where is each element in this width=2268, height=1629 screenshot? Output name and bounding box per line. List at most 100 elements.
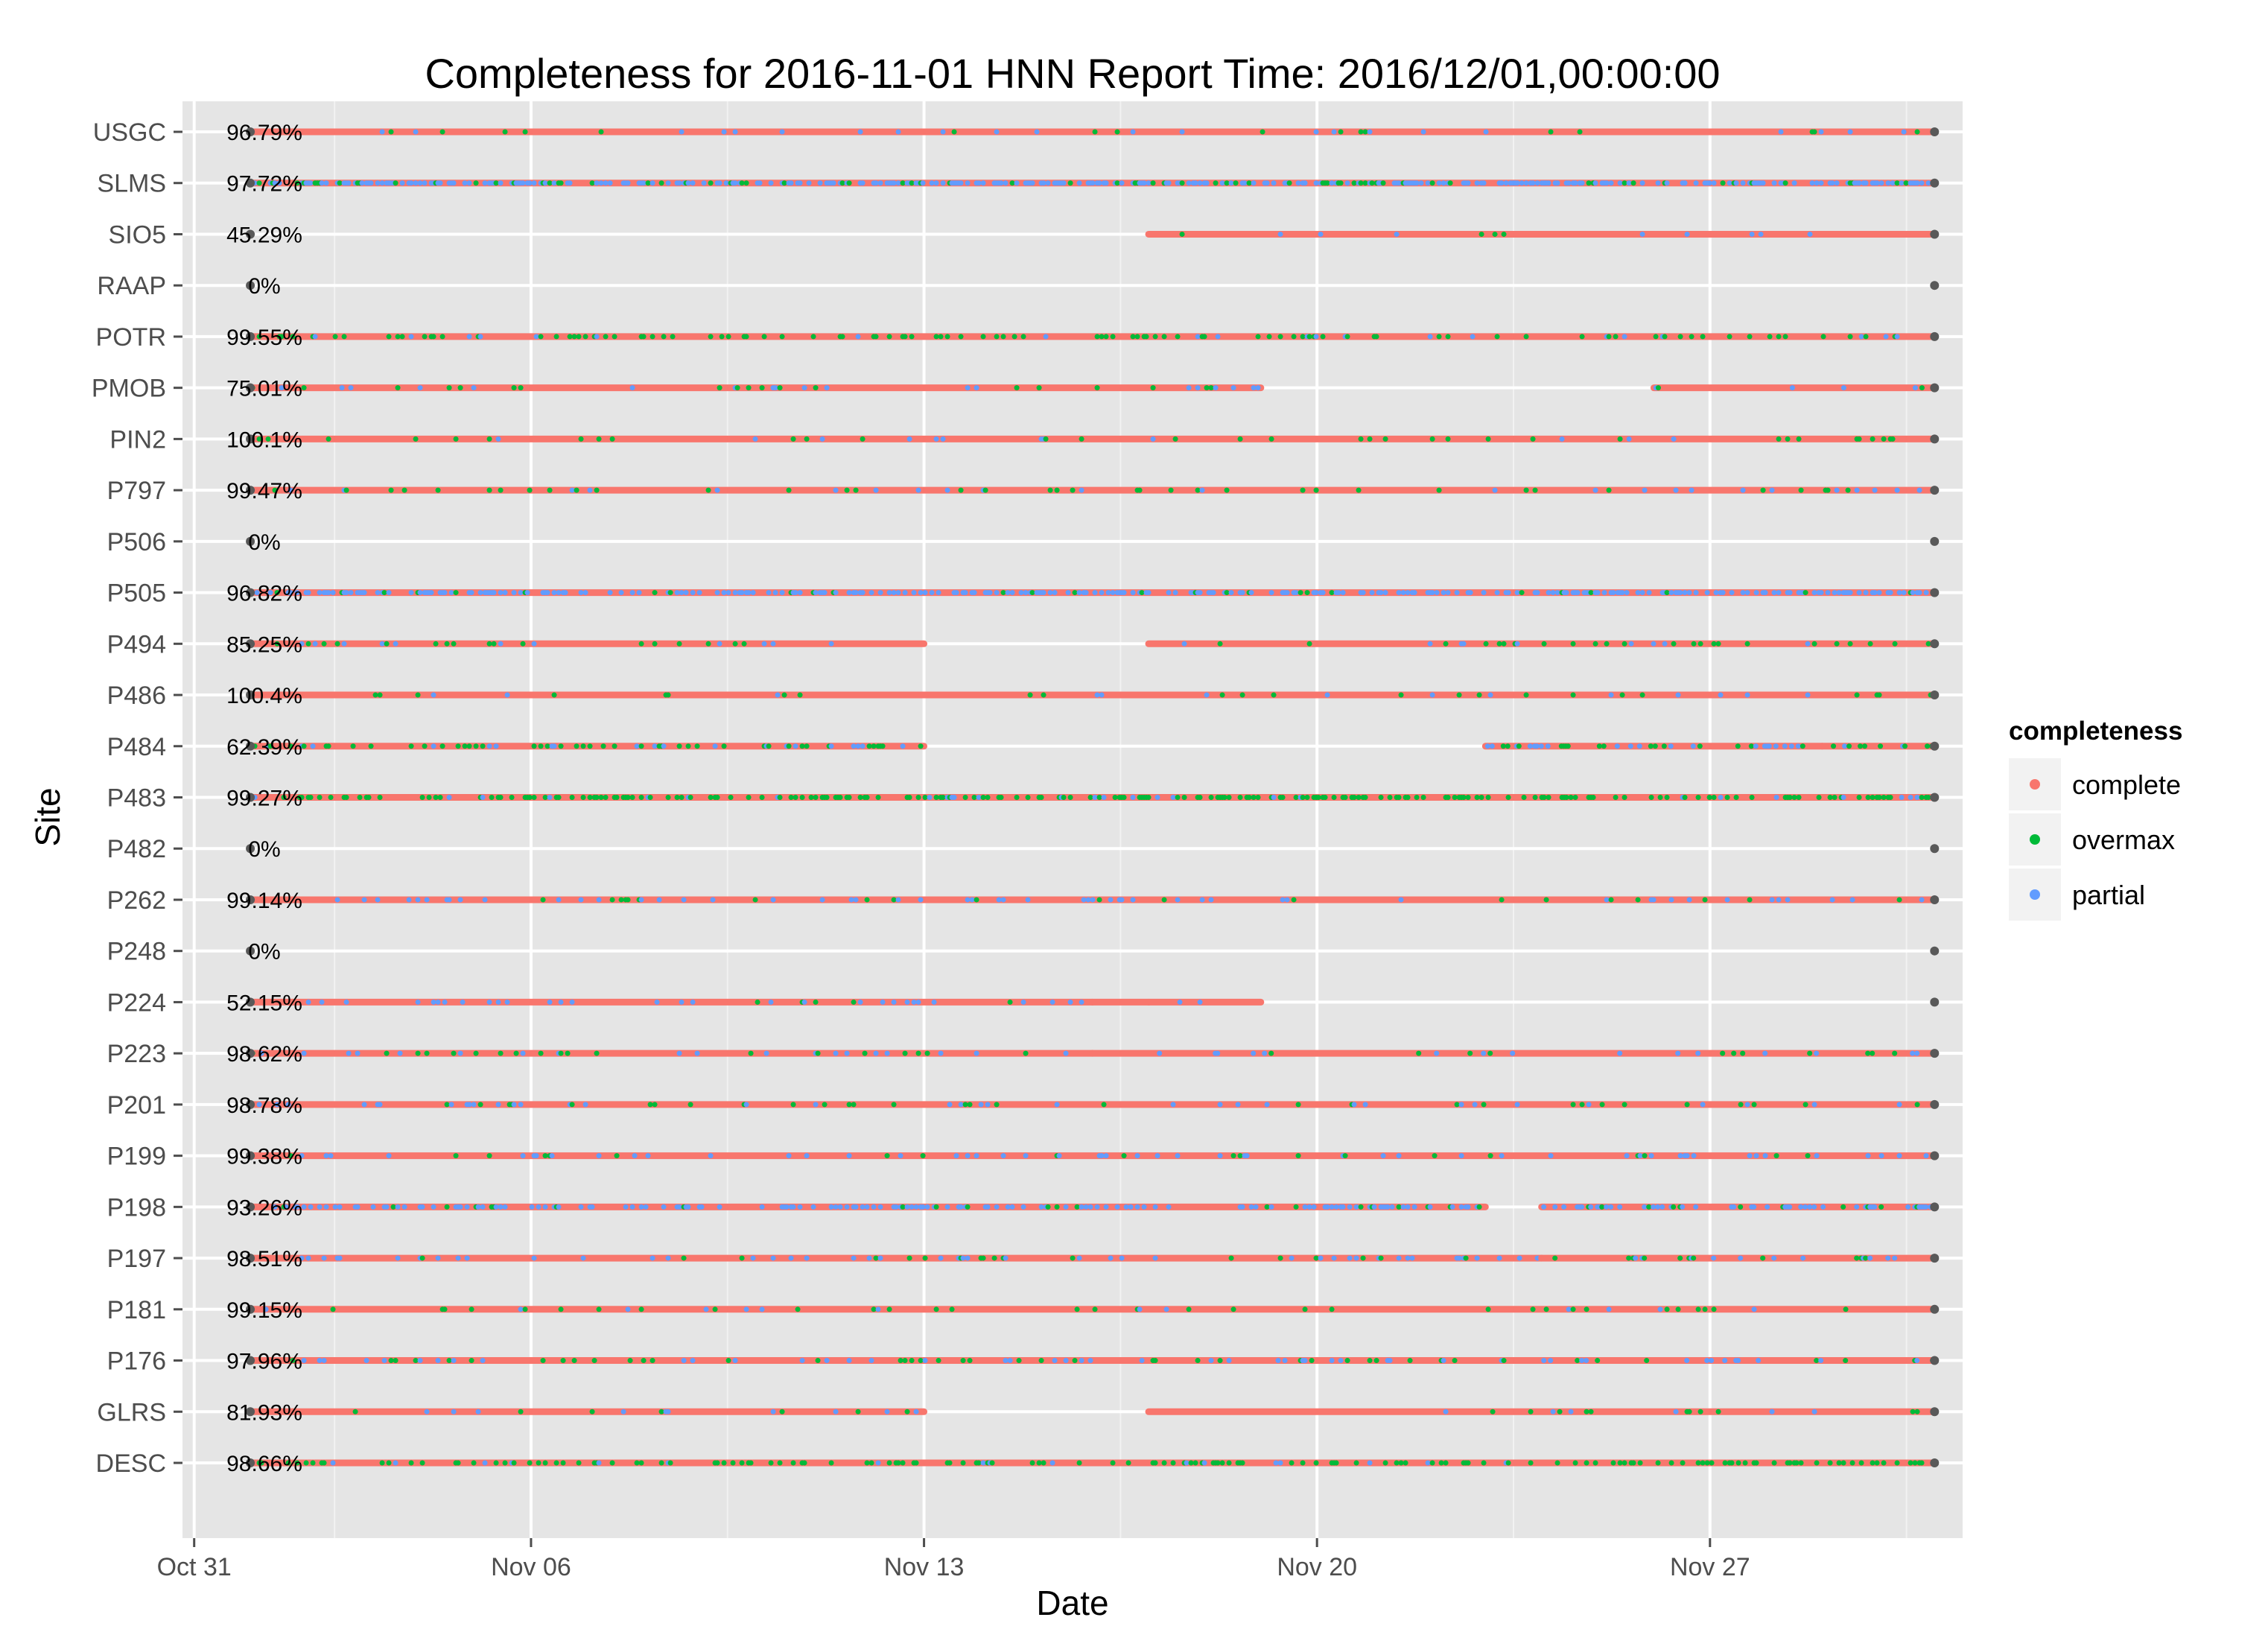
data-point xyxy=(1490,1409,1496,1414)
data-point xyxy=(670,334,676,340)
data-point xyxy=(1527,743,1533,749)
data-point xyxy=(701,180,707,186)
data-point xyxy=(607,590,613,596)
data-point xyxy=(1268,590,1274,596)
data-point xyxy=(272,180,278,186)
data-point xyxy=(1184,1460,1189,1466)
data-point xyxy=(408,334,414,340)
data-point xyxy=(1878,743,1884,749)
data-point xyxy=(625,1306,631,1312)
data-point xyxy=(538,743,544,749)
data-point xyxy=(743,180,749,186)
data-point xyxy=(375,590,381,596)
data-point xyxy=(1195,487,1201,493)
data-point xyxy=(1485,795,1491,800)
y-tick-label: DESC xyxy=(96,1449,166,1478)
data-point xyxy=(319,180,325,186)
data-point xyxy=(1802,590,1808,596)
data-point xyxy=(1275,1358,1281,1364)
data-point xyxy=(1023,1050,1029,1056)
data-point xyxy=(495,1102,501,1108)
data-point xyxy=(578,590,584,596)
data-point xyxy=(864,1460,870,1466)
data-point xyxy=(1023,590,1029,596)
data-point xyxy=(1119,897,1125,903)
data-point xyxy=(1709,1460,1715,1466)
data-point xyxy=(1682,180,1688,186)
data-point xyxy=(562,590,568,596)
data-point xyxy=(580,1255,586,1261)
data-point xyxy=(638,897,644,903)
data-point xyxy=(1492,487,1498,493)
data-point xyxy=(1673,487,1679,493)
data-point xyxy=(1474,180,1480,186)
data-point xyxy=(511,385,517,391)
data-point xyxy=(1108,897,1114,903)
data-point xyxy=(1385,1204,1391,1210)
data-point xyxy=(596,1153,602,1159)
data-point xyxy=(687,1102,693,1108)
data-point xyxy=(1652,743,1658,749)
data-point xyxy=(393,1460,398,1466)
data-point xyxy=(547,487,553,493)
data-point xyxy=(283,1204,289,1210)
data-point xyxy=(1029,1460,1035,1466)
data-point xyxy=(1369,180,1375,186)
data-point xyxy=(288,487,293,493)
data-point xyxy=(1500,743,1506,749)
data-point xyxy=(1440,180,1446,186)
data-point xyxy=(982,487,988,493)
data-point xyxy=(1291,897,1297,903)
data-point xyxy=(1584,1358,1589,1364)
data-point xyxy=(786,1153,792,1159)
data-point xyxy=(1268,1204,1274,1210)
data-point xyxy=(915,1050,921,1056)
data-point xyxy=(1103,334,1109,340)
data-point xyxy=(1722,1358,1728,1364)
data-point xyxy=(1309,1358,1315,1364)
data-point xyxy=(1579,1102,1585,1108)
data-point xyxy=(1657,1306,1663,1312)
data-point xyxy=(1829,897,1835,903)
data-point xyxy=(589,1204,595,1210)
data-point xyxy=(824,1358,830,1364)
data-point xyxy=(468,1358,474,1364)
data-point xyxy=(980,180,986,186)
data-point xyxy=(1134,334,1140,340)
data-point xyxy=(435,1255,441,1261)
legend-label: complete xyxy=(2072,769,2181,800)
data-point xyxy=(1566,180,1572,186)
data-point xyxy=(540,1358,546,1364)
data-point xyxy=(1463,1255,1469,1261)
data-point xyxy=(891,180,897,186)
site-percent-label: 62.39% xyxy=(226,735,302,760)
data-point xyxy=(1487,692,1493,698)
data-point xyxy=(272,487,278,493)
data-point xyxy=(453,436,459,442)
data-point xyxy=(1811,590,1817,596)
start-marker xyxy=(246,946,255,956)
data-point xyxy=(618,897,624,903)
data-point xyxy=(1644,1358,1650,1364)
data-point xyxy=(1619,590,1625,596)
data-point xyxy=(511,590,517,596)
data-point xyxy=(1038,1358,1044,1364)
data-point xyxy=(1709,1358,1715,1364)
data-point xyxy=(851,1102,857,1108)
data-point xyxy=(1081,897,1087,903)
data-point xyxy=(1043,334,1049,340)
data-point xyxy=(1570,641,1576,647)
data-point xyxy=(844,487,850,493)
data-point xyxy=(1114,129,1120,135)
data-point xyxy=(1112,795,1118,800)
data-point xyxy=(558,180,564,186)
data-point xyxy=(1689,487,1694,493)
data-point xyxy=(258,1460,264,1466)
data-point xyxy=(1306,641,1312,647)
data-point xyxy=(1378,590,1384,596)
data-point xyxy=(1445,334,1451,340)
data-point xyxy=(305,641,311,647)
data-point xyxy=(1655,385,1661,391)
data-point xyxy=(1139,1358,1145,1364)
data-point xyxy=(1662,641,1668,647)
